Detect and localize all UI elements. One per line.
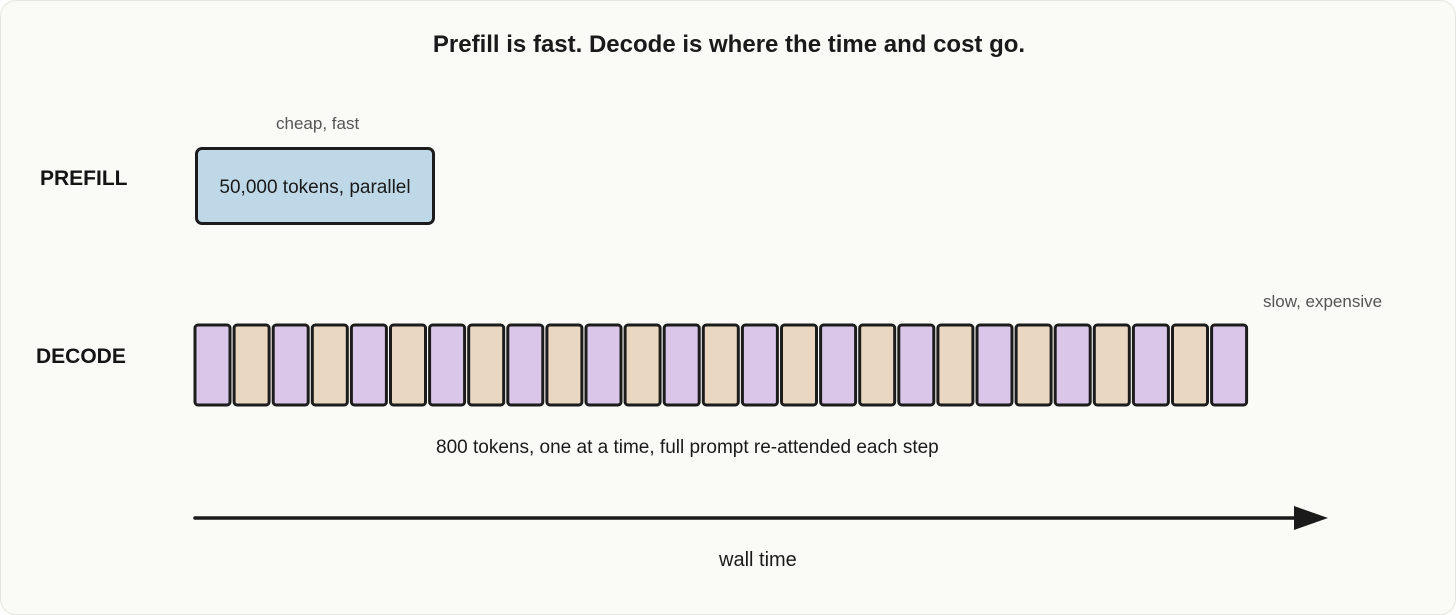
prefill-row-label: PREFILL [40,167,128,190]
decode-token-block [349,323,388,407]
decode-token-block [389,323,427,407]
decode-token-block [584,323,623,407]
decode-token-block [701,323,740,407]
prefill-block: 50,000 tokens, parallel [195,147,435,225]
decode-token-block [1210,323,1249,407]
decode-token-block [1092,323,1131,407]
decode-token-block [428,323,467,407]
decode-token-block [506,323,545,407]
prefill-note: cheap, fast [276,114,360,133]
diagram-title: Prefill is fast. Decode is where the tim… [432,31,1026,58]
decode-token-block [1053,323,1092,407]
decode-token-block [662,323,701,407]
decode-token-block [858,323,897,407]
prefill-block-text: 50,000 tokens, parallel [219,177,411,198]
decode-token-block [623,323,662,407]
decode-token-block [545,323,584,407]
decode-token-block [271,323,310,407]
decode-caption: 800 tokens, one at a time, full prompt r… [436,437,939,458]
decode-token-block [467,323,506,407]
decode-token-block [310,323,349,407]
decode-token-block [193,323,232,407]
time-axis-label: wall time [719,549,797,571]
decode-token-block [819,323,858,407]
decode-token-block [780,323,818,407]
decode-token-block [1131,323,1170,407]
decode-token-block [1171,323,1209,407]
decode-token-block [1014,323,1053,407]
arrow-right-icon [1294,506,1328,530]
decode-token-block [897,323,936,407]
decode-token-block [740,323,779,407]
decode-token-block [975,323,1014,407]
decode-token-block [232,323,271,407]
decode-row-label: DECODE [36,345,126,368]
decode-token-block [936,323,975,407]
decode-note: slow, expensive [1263,292,1383,311]
